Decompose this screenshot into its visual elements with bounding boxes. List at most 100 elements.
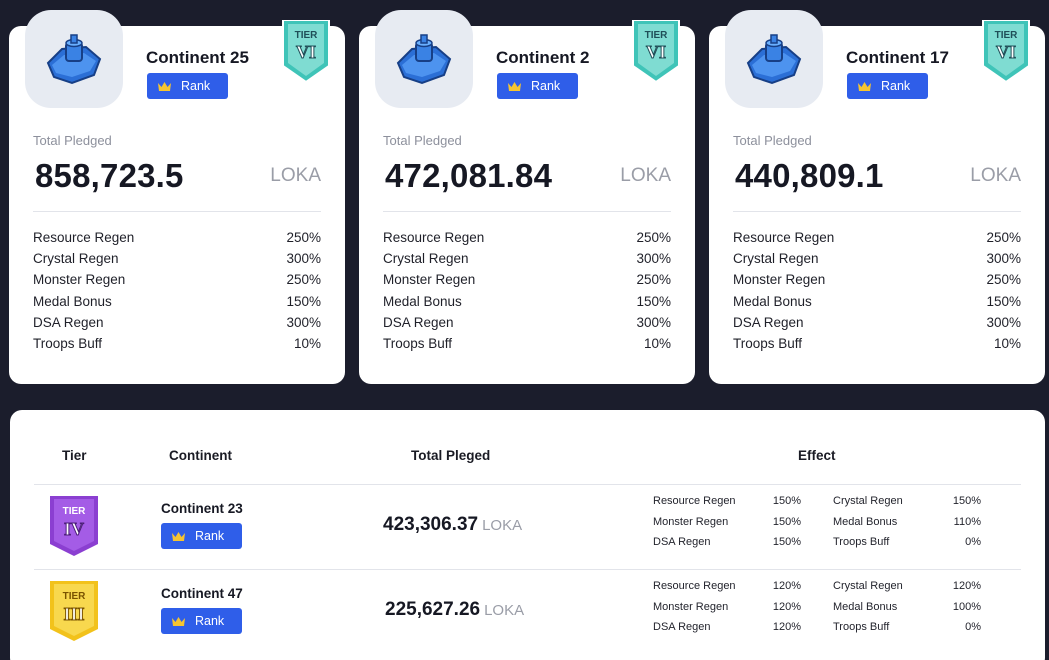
- effect-value: 120%: [772, 580, 801, 592]
- tier-numeral: VI: [646, 42, 666, 62]
- continent-card: Continent 2 Rank TIER VI Total Pledged 4…: [359, 10, 695, 384]
- total-pledged-value: 225,627.26 LOKA: [385, 599, 524, 621]
- continent-fortress-icon: [396, 34, 452, 85]
- effect-label: Resource Regen: [653, 580, 736, 592]
- effect-row: Troops Buff 0%: [833, 536, 981, 557]
- stat-row: Troops Buff 10%: [733, 336, 1021, 357]
- effect-row: Resource Regen 120%: [653, 580, 801, 601]
- tier-numeral: VI: [996, 42, 1016, 62]
- effect-label: Resource Regen: [653, 495, 736, 507]
- total-pledged-label: Total Pledged: [383, 133, 462, 148]
- tier-table: Tier Continent Total Pleged Effect TIER …: [10, 410, 1045, 660]
- effect-row: Crystal Regen 150%: [833, 495, 981, 516]
- stat-value: 300%: [286, 251, 321, 267]
- effect-value: 150%: [952, 495, 981, 507]
- stat-row: DSA Regen 300%: [33, 315, 321, 336]
- crown-icon: [508, 81, 521, 91]
- tier-numeral: III: [63, 604, 84, 624]
- stat-row: Troops Buff 10%: [33, 336, 321, 357]
- tier-numeral: VI: [296, 42, 316, 62]
- rank-button[interactable]: Rank: [847, 73, 928, 99]
- rank-button[interactable]: Rank: [147, 73, 228, 99]
- currency-unit: LOKA: [484, 602, 525, 619]
- stat-label: Medal Bonus: [383, 293, 462, 309]
- stat-value: 10%: [643, 335, 671, 351]
- effect-label: Crystal Regen: [833, 580, 903, 592]
- crown-icon: [858, 81, 871, 91]
- stat-label: DSA Regen: [383, 314, 454, 330]
- stat-row: DSA Regen 300%: [383, 315, 671, 336]
- total-pledged-value: 440,809.1: [735, 157, 884, 194]
- tier-word: TIER: [63, 506, 87, 517]
- currency-unit: LOKA: [970, 165, 1021, 186]
- rank-button[interactable]: Rank: [161, 608, 242, 634]
- effects-left: Resource Regen 150% Monster Regen 150% DSA…: [653, 495, 801, 557]
- stat-label: Medal Bonus: [733, 293, 812, 309]
- effect-value: 150%: [772, 495, 801, 507]
- continent-fortress-icon: [46, 34, 102, 85]
- continent-avatar: [725, 10, 823, 108]
- stat-value: 250%: [286, 272, 321, 288]
- stat-label: Medal Bonus: [33, 293, 112, 309]
- stat-value: 250%: [986, 272, 1021, 288]
- stat-value: 250%: [636, 272, 671, 288]
- continent-card: Continent 25 Rank TIER VI Total Pledged …: [9, 10, 345, 384]
- tier-banner-icon: TIER VI: [282, 20, 330, 84]
- tier-word: TIER: [295, 30, 319, 41]
- stat-value: 300%: [636, 314, 671, 330]
- effect-value: 110%: [953, 515, 981, 528]
- continent-name: Continent 2: [496, 48, 590, 67]
- rank-button[interactable]: Rank: [497, 73, 578, 99]
- currency-unit: LOKA: [270, 165, 321, 186]
- effect-row: Resource Regen 150%: [653, 495, 801, 516]
- stat-label: Crystal Regen: [383, 251, 469, 267]
- effect-label: Troops Buff: [833, 621, 890, 633]
- effect-row: Medal Bonus 100%: [833, 601, 981, 622]
- stat-row: Resource Regen 250%: [383, 230, 671, 251]
- total-pledged-label: Total Pledged: [733, 133, 812, 148]
- stat-value: 250%: [986, 230, 1021, 245]
- stat-row: Monster Regen 250%: [33, 272, 321, 293]
- tier-word: TIER: [63, 591, 87, 602]
- stat-label: DSA Regen: [733, 314, 804, 330]
- stat-row: Crystal Regen 300%: [383, 251, 671, 272]
- currency-unit: LOKA: [482, 517, 523, 534]
- rank-button[interactable]: Rank: [161, 523, 242, 549]
- divider: [34, 484, 1021, 485]
- effect-row: Medal Bonus 110%: [833, 516, 981, 537]
- stat-value: 150%: [636, 293, 671, 309]
- divider: [733, 211, 1021, 212]
- effect-value: 0%: [965, 621, 981, 633]
- effect-label: Medal Bonus: [833, 600, 898, 613]
- pledged-amount: 225,627.26: [385, 599, 481, 620]
- divider: [33, 211, 321, 212]
- stat-value: 250%: [286, 230, 321, 245]
- effect-row: Monster Regen 150%: [653, 516, 801, 537]
- divider: [383, 211, 671, 212]
- stat-row: Troops Buff 10%: [383, 336, 671, 357]
- stat-row: Monster Regen 250%: [733, 272, 1021, 293]
- total-pledged-value: 472,081.84: [385, 157, 553, 194]
- stats-list: Resource Regen 250% Crystal Regen 300% Mon…: [33, 230, 321, 357]
- rank-button-label: Rank: [881, 79, 911, 93]
- effect-row: Troops Buff 0%: [833, 621, 981, 642]
- tier-banner-icon: TIER IV: [50, 496, 98, 556]
- stat-value: 150%: [286, 293, 321, 309]
- effect-label: Monster Regen: [653, 515, 729, 528]
- effect-label: DSA Regen: [653, 536, 711, 548]
- continent-cards: Continent 25 Rank TIER VI Total Pledged …: [9, 10, 1045, 384]
- stat-row: Monster Regen 250%: [383, 272, 671, 293]
- stat-value: 150%: [986, 293, 1021, 309]
- header-total-pledged: Total Pleged: [411, 448, 491, 463]
- crown-icon: [172, 616, 185, 626]
- tier-banner-icon: TIER VI: [982, 20, 1030, 84]
- effects-right: Crystal Regen 150% Medal Bonus 110% Troops…: [833, 495, 981, 557]
- total-pledged-label: Total Pledged: [33, 133, 112, 148]
- stat-label: Troops Buff: [383, 335, 453, 351]
- rank-button-label: Rank: [195, 529, 225, 543]
- effect-value: 120%: [772, 621, 801, 633]
- stat-label: Troops Buff: [33, 335, 103, 351]
- stat-row: Resource Regen 250%: [33, 230, 321, 251]
- crown-icon: [158, 81, 171, 91]
- effect-label: Medal Bonus: [833, 515, 898, 528]
